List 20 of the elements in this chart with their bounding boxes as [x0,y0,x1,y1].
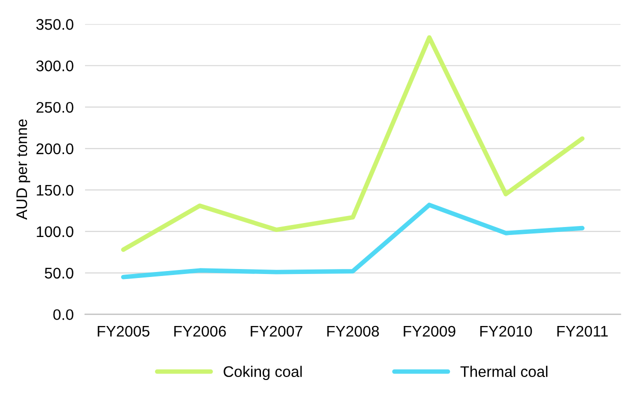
y-tick-label: 250.0 [36,102,74,113]
x-tick-label: FY2011 [557,326,608,337]
y-tick-label: 300.0 [36,60,74,72]
legend-label: Coking coal [224,366,302,380]
y-tick-label: 200.0 [36,143,74,154]
x-tick-label: FY2009 [404,326,456,337]
y-tick-label: 100.0 [36,226,74,238]
y-tick-label: 50.0 [44,268,74,279]
y-tick-label: 350.0 [36,19,74,30]
line-series [121,35,585,252]
legend-label: Thermal coal [460,366,548,378]
x-tick-label: FY2006 [174,326,226,337]
y-tick-label: 0.0 [53,309,74,320]
x-tick-label: FY2007 [250,326,302,337]
y-axis-title: AUD per tonne [16,119,30,220]
x-tick-label: FY2008 [327,326,379,337]
x-tick-label: FY2005 [98,326,150,337]
y-tick-label: 150.0 [36,184,74,196]
line-series [121,202,585,280]
x-tick-label: FY2010 [480,326,532,337]
